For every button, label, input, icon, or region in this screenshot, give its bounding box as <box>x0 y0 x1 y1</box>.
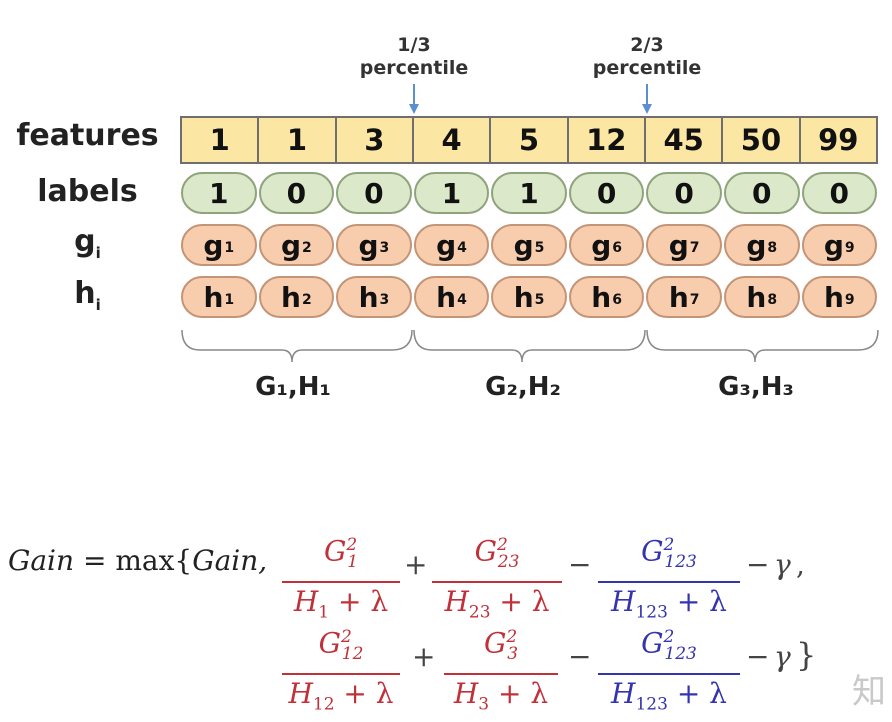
label-pill: 1 <box>413 172 490 214</box>
plus-sign: + <box>412 640 436 673</box>
label-pill: 1 <box>491 172 567 214</box>
label-pill: 0 <box>801 172 878 214</box>
feature-cell: 5 <box>491 118 569 162</box>
gamma-symbol: γ <box>774 548 791 581</box>
row-label-labels: labels <box>37 174 138 209</box>
minus-sign: − <box>568 640 592 673</box>
percentile-label-2-3: 2/3 percentile <box>592 34 702 79</box>
arrow-1-3 <box>409 84 419 114</box>
closing-brace: } <box>796 636 817 674</box>
labels-row: 1 0 0 1 1 0 0 0 0 <box>180 172 878 214</box>
formula-lhs: Gain = max{Gain, <box>8 544 268 577</box>
group-label-3: G₃,H₃ <box>718 372 794 402</box>
feature-cell: 12 <box>569 118 646 162</box>
feature-cell: 45 <box>646 118 724 162</box>
watermark-text: 知 <box>852 672 886 712</box>
plus-sign: + <box>404 548 428 581</box>
fraction-g1: G21 H1 + λ <box>282 528 400 630</box>
fraction-g3: G23 H3 + λ <box>444 620 558 722</box>
group-label-1: G₁,H₁ <box>255 372 331 402</box>
label-pill: 0 <box>646 172 722 214</box>
feature-cell: 1 <box>182 118 260 162</box>
row-label-g: gi <box>74 224 101 262</box>
label-pill: 1 <box>181 172 257 214</box>
minus-sign: − <box>746 548 770 581</box>
percentile-arrows <box>181 84 879 363</box>
label-pill: 0 <box>723 172 800 214</box>
fraction-g12: G212 H12 + λ <box>282 620 400 722</box>
label-pill: 0 <box>568 172 645 214</box>
feature-cell: 4 <box>414 118 492 162</box>
brace-group-2 <box>413 329 646 363</box>
fraction-g23: G223 H23 + λ <box>432 528 562 630</box>
gamma-symbol: γ <box>774 640 791 673</box>
arrow-2-3 <box>642 84 652 114</box>
percentile-label-1-3: 1/3 percentile <box>359 34 469 79</box>
brace-group-1 <box>181 329 413 363</box>
feature-cell: 99 <box>818 123 859 157</box>
fraction-g123-2: G2123 H123 + λ <box>598 620 740 722</box>
feature-cell: 1 <box>259 118 337 162</box>
row-label-features: features <box>16 118 159 153</box>
minus-sign: − <box>568 548 592 581</box>
feature-cell: 50 <box>723 118 801 162</box>
comma: , <box>796 548 805 581</box>
label-pill: 0 <box>336 172 412 214</box>
brace-group-3 <box>646 329 879 363</box>
row-label-h: hi <box>74 276 101 314</box>
group-label-2: G₂,H₂ <box>485 372 561 402</box>
feature-cell: 3 <box>337 118 414 162</box>
features-row: 1 1 3 4 5 12 45 50 99 <box>180 116 878 164</box>
fraction-g123: G2123 H123 + λ <box>598 528 740 630</box>
label-pill: 0 <box>258 172 335 214</box>
minus-sign: − <box>746 640 770 673</box>
